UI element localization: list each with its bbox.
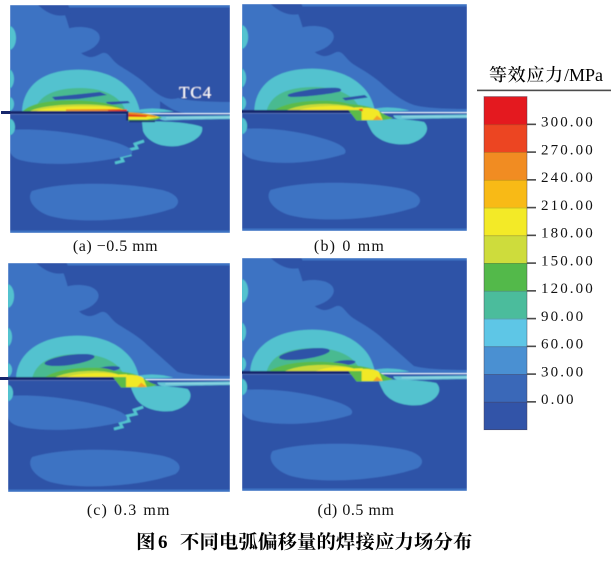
svg-text:240.00: 240.00 bbox=[541, 170, 595, 186]
svg-text:90.00: 90.00 bbox=[541, 309, 585, 325]
svg-text:TC4: TC4 bbox=[179, 83, 212, 102]
svg-text:6: 6 bbox=[158, 532, 168, 553]
svg-text:270.00: 270.00 bbox=[541, 142, 595, 158]
svg-text:210.00: 210.00 bbox=[541, 198, 595, 214]
svg-text:0.00: 0.00 bbox=[541, 392, 576, 408]
svg-text:30.00: 30.00 bbox=[541, 364, 585, 380]
svg-text:300.00: 300.00 bbox=[541, 115, 595, 131]
svg-text:/MPa: /MPa bbox=[564, 65, 603, 85]
svg-text:150.00: 150.00 bbox=[541, 253, 595, 269]
svg-text:180.00: 180.00 bbox=[541, 226, 595, 242]
svg-text:60.00: 60.00 bbox=[541, 337, 585, 353]
svg-text:120.00: 120.00 bbox=[541, 281, 595, 297]
